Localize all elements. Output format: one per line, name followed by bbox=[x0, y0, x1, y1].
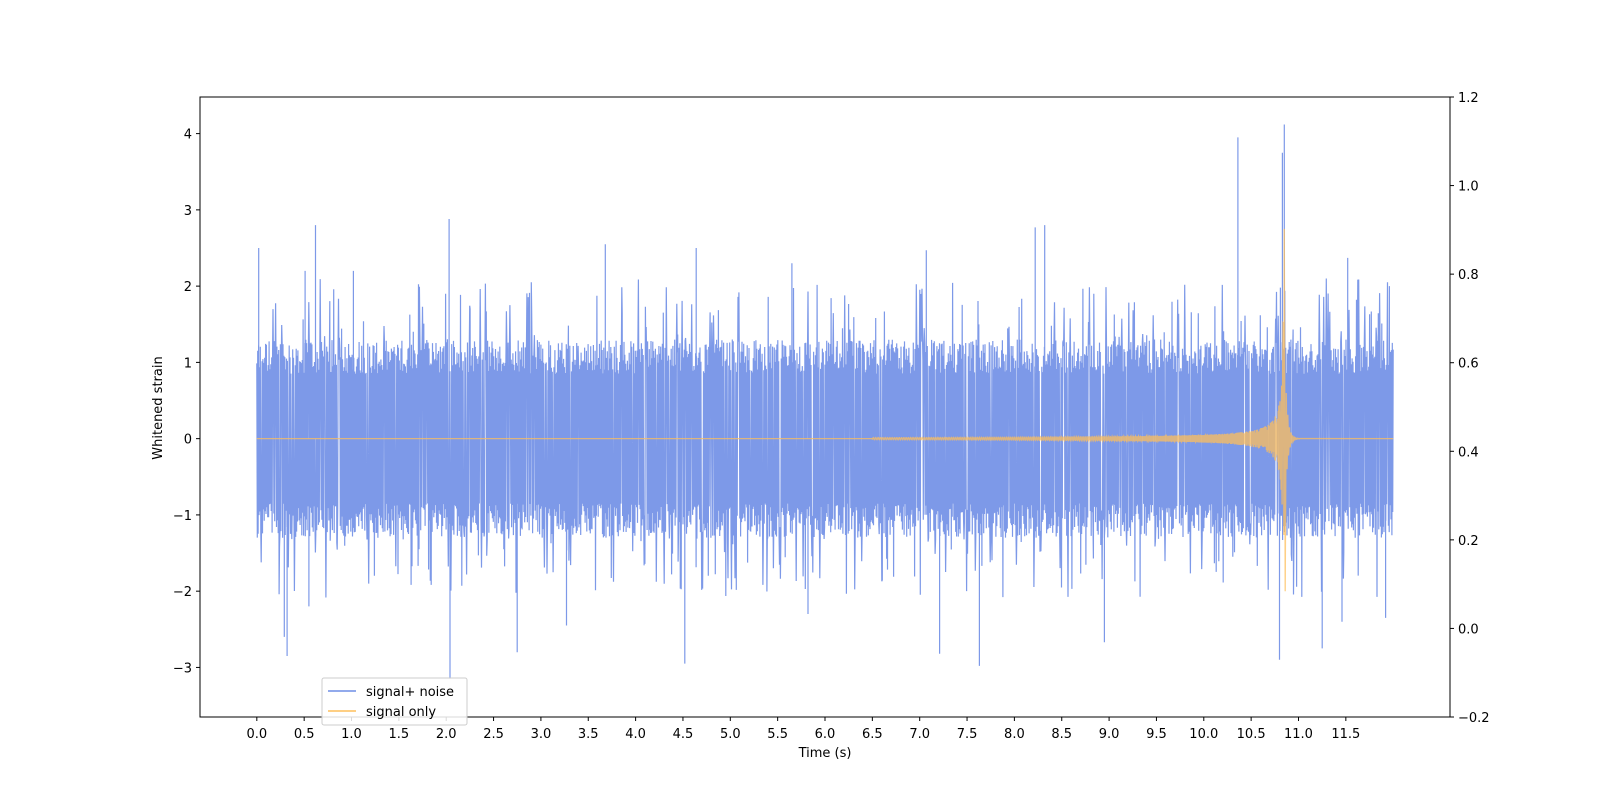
x-tick-label: 4.5 bbox=[673, 727, 694, 742]
legend: signal+ noise signal only bbox=[321, 677, 468, 726]
plot-area bbox=[256, 124, 1394, 679]
x-tick-label: 3.0 bbox=[531, 727, 552, 742]
y2-tick-label: 0.6 bbox=[1458, 357, 1479, 372]
x-tick-label: 2.5 bbox=[483, 727, 504, 742]
y-tick-label: −1 bbox=[173, 509, 192, 524]
x-tick-label: 11.5 bbox=[1331, 727, 1360, 742]
y2-tick-label: 1.2 bbox=[1458, 91, 1479, 106]
y-axis-label: Whitened strain bbox=[151, 356, 166, 459]
x-tick-label: 10.0 bbox=[1189, 727, 1218, 742]
legend-label-signal-noise: signal+ noise bbox=[366, 685, 454, 700]
y2-tick-label: 0.8 bbox=[1458, 268, 1479, 283]
x-tick-label: 7.0 bbox=[909, 727, 930, 742]
x-tick-label: 1.5 bbox=[389, 727, 410, 742]
x-tick-label: 0.5 bbox=[294, 727, 315, 742]
x-tick-label: 5.5 bbox=[767, 727, 788, 742]
x-tick-label: 9.0 bbox=[1099, 727, 1120, 742]
y2-tick-label: 0.2 bbox=[1458, 534, 1479, 549]
x-tick-label: 5.0 bbox=[720, 727, 741, 742]
y-tick-label: 0 bbox=[184, 433, 192, 448]
y-tick-label: 1 bbox=[184, 356, 192, 371]
x-tick-label: 1.0 bbox=[341, 727, 362, 742]
series-signal-only bbox=[256, 228, 1394, 592]
x-tick-label: 0.0 bbox=[246, 727, 267, 742]
x-axis-label: Time (s) bbox=[798, 746, 852, 761]
y-axis-right: −0.2 0.0 0.2 0.4 0.6 0.8 1.0 1.2 bbox=[1450, 91, 1490, 726]
y-tick-label: 3 bbox=[184, 204, 192, 219]
x-tick-label: 10.5 bbox=[1237, 727, 1266, 742]
x-tick-label: 8.0 bbox=[1004, 727, 1025, 742]
legend-box bbox=[321, 677, 468, 726]
y2-tick-label: 0.4 bbox=[1458, 445, 1479, 460]
x-tick-label: 2.0 bbox=[436, 727, 457, 742]
y-tick-label: −2 bbox=[173, 585, 192, 600]
x-tick-label: 4.0 bbox=[625, 727, 646, 742]
y2-tick-label: 0.0 bbox=[1458, 622, 1479, 637]
x-tick-label: 7.5 bbox=[957, 727, 978, 742]
x-tick-label: 8.5 bbox=[1051, 727, 1072, 742]
y-tick-label: 4 bbox=[184, 128, 192, 143]
x-tick-label: 6.5 bbox=[862, 727, 883, 742]
y-axis-left: −3 −2 −1 0 1 2 3 4 bbox=[173, 128, 200, 676]
x-tick-label: 3.5 bbox=[578, 727, 599, 742]
x-tick-label: 6.0 bbox=[815, 727, 836, 742]
legend-label-signal-only: signal only bbox=[366, 705, 436, 720]
y-tick-label: 2 bbox=[184, 280, 192, 295]
series-signal-noise bbox=[256, 124, 1394, 679]
y2-tick-label: 1.0 bbox=[1458, 180, 1479, 195]
x-axis: 0.0 0.5 1.0 1.5 2.0 2.5 3.0 3.5 4.0 4.5 5.0 5.5 6.0 6… bbox=[246, 717, 1360, 742]
y2-tick-label: −0.2 bbox=[1458, 711, 1490, 726]
y-tick-label: −3 bbox=[173, 661, 192, 676]
x-tick-label: 9.5 bbox=[1146, 727, 1167, 742]
x-tick-label: 11.0 bbox=[1284, 727, 1313, 742]
